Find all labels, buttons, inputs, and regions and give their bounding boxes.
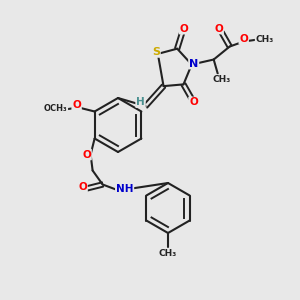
Text: N: N xyxy=(189,58,198,68)
Text: O: O xyxy=(72,100,81,110)
Text: O: O xyxy=(180,24,189,34)
Text: O: O xyxy=(189,98,198,107)
Text: CH₃: CH₃ xyxy=(159,250,177,259)
Text: CH₃: CH₃ xyxy=(213,75,231,84)
Text: H: H xyxy=(136,97,145,107)
Text: O: O xyxy=(214,23,223,34)
Text: O: O xyxy=(78,182,87,193)
Text: NH: NH xyxy=(116,184,134,194)
Text: OCH₃: OCH₃ xyxy=(44,104,68,113)
Text: S: S xyxy=(152,47,160,57)
Text: CH₃: CH₃ xyxy=(256,35,274,44)
Text: O: O xyxy=(82,149,91,160)
Text: O: O xyxy=(239,34,248,44)
